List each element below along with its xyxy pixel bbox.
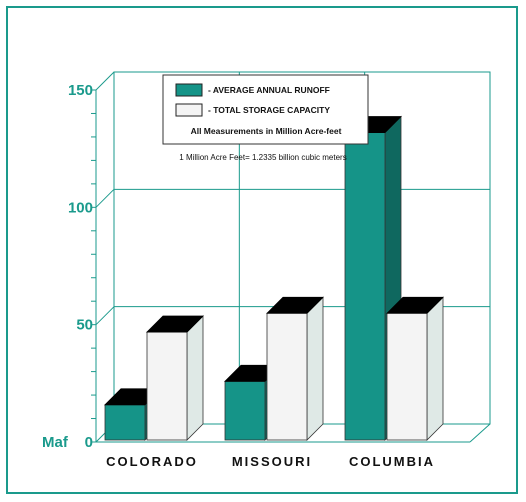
- y-tick-label: 150: [68, 82, 93, 99]
- bars-layer: [104, 115, 444, 441]
- legend-note: All Measurements in Million Acre-feet: [191, 126, 342, 136]
- bar-storage-missouri: [266, 312, 308, 441]
- y-tick-label: 0: [85, 434, 93, 451]
- bar-storage-colorado: [146, 331, 188, 441]
- y-tick-label: 100: [68, 199, 93, 216]
- bar-runoff-missouri: [224, 380, 266, 441]
- bar-top-storage-colorado: [146, 315, 204, 333]
- legend-label-storage: - TOTAL STORAGE CAPACITY: [208, 105, 330, 115]
- bar-runoff-columbia: [344, 132, 386, 441]
- y-axis-unit-label: Maf: [42, 434, 69, 451]
- floor-right-edge: [469, 423, 491, 443]
- bar-runoff-colorado: [104, 404, 146, 441]
- bar-top-storage-columbia: [386, 296, 444, 314]
- conversion-annotation: 1 Million Acre Feet= 1.2335 billion cubi…: [179, 153, 346, 162]
- bar-side-total-storage-capacity-columbia: [426, 296, 444, 441]
- labels-layer: 0 50 100 150 COLORADO MISSOURI COLUMBIA: [68, 82, 435, 469]
- gridline-side: [95, 306, 115, 326]
- bar-side-total-storage-capacity-missouri: [306, 296, 324, 441]
- gridline-side: [95, 188, 115, 208]
- y-tick-label: 50: [76, 317, 93, 334]
- bar-storage-columbia: [386, 312, 428, 441]
- x-category-label: COLORADO: [106, 454, 198, 469]
- bar-side-total-storage-capacity-colorado: [186, 315, 204, 441]
- bar-top-storage-missouri: [266, 296, 324, 314]
- legend-label-runoff: - AVERAGE ANNUAL RUNOFF: [208, 85, 330, 95]
- x-category-label: MISSOURI: [232, 454, 312, 469]
- legend-swatch-runoff: [175, 83, 203, 97]
- gridline-side: [95, 71, 115, 91]
- legend-swatch-storage: [175, 103, 203, 117]
- legend: - AVERAGE ANNUAL RUNOFF - TOTAL STORAGE …: [162, 74, 369, 145]
- x-category-label: COLUMBIA: [349, 454, 435, 469]
